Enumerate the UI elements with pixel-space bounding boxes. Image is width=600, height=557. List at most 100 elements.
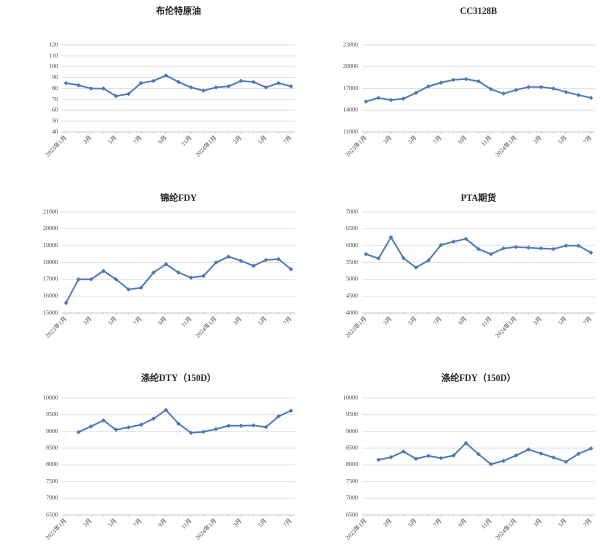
x-tick-label: 5月: [107, 134, 118, 145]
point-marker: [463, 236, 469, 242]
chart-title: PTA期货: [461, 192, 496, 203]
point-marker: [263, 257, 269, 263]
chart: 锦纶FDY 15000 16000 17000 18000 19000 20000 21000…: [43, 192, 295, 339]
y-tick-label: 9500: [46, 412, 58, 418]
point-marker: [101, 418, 106, 423]
point-marker: [151, 78, 156, 84]
point-marker: [388, 235, 394, 240]
y-tick-label: 40: [52, 129, 58, 135]
x-tick-label: 5月: [107, 517, 118, 528]
point-marker: [363, 251, 369, 257]
point-marker: [588, 250, 594, 255]
point-marker: [401, 449, 406, 454]
point-marker: [413, 90, 419, 96]
point-marker: [138, 80, 144, 86]
y-tick-label: 4500: [346, 294, 358, 300]
y-tick-label: 8000: [346, 462, 358, 468]
y-tick-label: 7000: [346, 496, 358, 502]
point-marker: [201, 429, 206, 434]
chart-title: CC3128B: [460, 6, 497, 16]
point-marker: [376, 256, 381, 261]
y-tick-label: 21000: [43, 209, 58, 215]
y-tick-label: 15000: [43, 310, 58, 316]
x-tick-label: 11月: [180, 315, 193, 328]
x-tick-label: 3月: [532, 315, 543, 326]
point-marker: [188, 275, 194, 280]
point-marker: [288, 267, 294, 272]
x-tick-label: 3月: [232, 315, 243, 326]
point-marker: [113, 427, 119, 432]
chart-title: 涤纶FDY（150D）: [441, 372, 516, 383]
y-tick-label: 8500: [346, 446, 358, 452]
point-marker: [413, 456, 419, 462]
series-line: [65, 74, 292, 97]
y-tick-label: 8000: [46, 462, 58, 468]
point-marker: [138, 422, 144, 427]
x-tick-label: 3月: [382, 315, 393, 326]
point-marker: [426, 258, 431, 263]
x-tick-label: 7月: [132, 315, 143, 326]
point-marker: [126, 91, 131, 97]
point-marker: [176, 270, 181, 275]
x-tick-label: 3月: [382, 134, 393, 145]
y-tick-label: 5500: [346, 260, 358, 266]
point-marker: [488, 461, 494, 467]
y-tick-label: 50: [52, 119, 58, 125]
point-marker: [438, 80, 444, 85]
y-tick-label: 90: [52, 75, 58, 81]
series-line: [365, 235, 592, 269]
point-marker: [451, 453, 456, 458]
y-tick-label: 80: [52, 86, 58, 92]
point-marker: [151, 416, 156, 421]
x-tick-label: 3月: [232, 517, 243, 528]
x-tick-label: 3月: [532, 134, 543, 145]
point-marker: [113, 93, 119, 99]
point-marker: [538, 84, 544, 90]
x-tick-label: 7月: [582, 315, 593, 326]
point-marker: [113, 277, 119, 282]
x-tick-label: 9月: [457, 517, 468, 528]
point-marker: [451, 77, 456, 82]
y-tick-label: 9000: [346, 429, 358, 435]
point-marker: [426, 84, 431, 89]
x-tick-label: 2024年1月: [194, 134, 219, 159]
y-tick-label: 17000: [43, 277, 58, 283]
y-tick-label: 18000: [43, 260, 58, 266]
x-tick-label: 2023年1月: [44, 517, 69, 542]
point-marker: [226, 84, 231, 89]
point-marker: [513, 244, 519, 250]
x-tick-label: 2024年1月: [494, 517, 519, 542]
y-tick-label: 70: [52, 97, 58, 103]
y-tick-label: 110: [49, 53, 58, 59]
chart-title: 布伦特原油: [155, 5, 201, 16]
y-tick-label: 23000: [343, 42, 358, 48]
y-tick-label: 14000: [343, 108, 358, 114]
point-marker: [163, 261, 169, 267]
point-marker: [176, 421, 181, 426]
x-tick-label: 11月: [480, 517, 493, 530]
point-marker: [526, 245, 531, 250]
x-tick-label: 2023年1月: [44, 134, 69, 159]
point-marker: [251, 423, 256, 428]
x-tick-label: 5月: [557, 134, 568, 145]
y-tick-label: 9500: [346, 412, 358, 418]
x-tick-label: 7月: [282, 517, 293, 528]
point-marker: [501, 246, 506, 251]
point-marker: [463, 76, 469, 82]
point-marker: [563, 243, 569, 248]
y-tick-label: 6000: [346, 243, 358, 249]
point-marker: [576, 451, 581, 457]
x-tick-label: 2023年1月: [344, 134, 369, 159]
x-tick-label: 5月: [407, 517, 418, 528]
point-marker: [276, 80, 281, 86]
point-marker: [201, 273, 206, 279]
point-marker: [376, 95, 381, 101]
x-tick-label: 5月: [407, 315, 418, 326]
point-marker: [76, 277, 81, 282]
point-marker: [201, 88, 206, 93]
x-tick-label: 5月: [557, 517, 568, 528]
y-tick-label: 20000: [43, 226, 58, 232]
x-tick-label: 2024年1月: [494, 315, 519, 340]
point-marker: [151, 270, 156, 275]
point-marker: [401, 96, 406, 101]
